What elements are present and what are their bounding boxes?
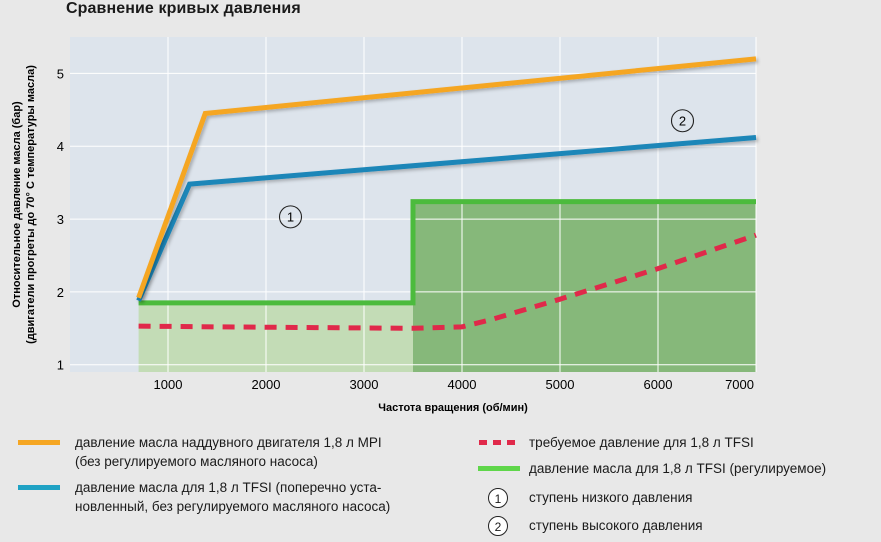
- x-tick-label: 7000: [725, 377, 754, 392]
- page-title: Сравнение кривых давления: [66, 0, 301, 17]
- legend-mpi-line2: (без регулируемого масляного насоса): [75, 454, 318, 469]
- y-tick-label: 3: [57, 212, 64, 227]
- legend-swatch-red-dashed: [479, 440, 519, 445]
- x-tick-label: 3000: [350, 377, 379, 392]
- x-tick-label: 6000: [644, 377, 673, 392]
- high-stage-fill: [413, 201, 756, 372]
- stage-marker-1: 1: [278, 205, 303, 229]
- stage-marker-circle: [670, 109, 695, 133]
- stage1-marker-icon: 1: [488, 488, 508, 508]
- legend-swatch-orange: [18, 440, 60, 445]
- legend-regulated-text: давление масла для 1,8 л TFSI (регулируе…: [529, 461, 827, 476]
- legend-transverse-line1: давление масла для 1,8 л TFSI (поперечно…: [75, 480, 382, 495]
- series-line-tfsi_transverse: [136, 135, 757, 302]
- grid-lines: [70, 37, 757, 372]
- legend-stage1-text: ступень низкого давления: [529, 490, 693, 505]
- series-line-mpi: [136, 56, 757, 299]
- legend-swatch-green: [478, 466, 520, 471]
- stage2-marker-icon: 2: [488, 516, 508, 536]
- x-tick-label: 2000: [252, 377, 281, 392]
- y-tick-label: 1: [57, 358, 64, 373]
- x-tick-label: 4000: [448, 377, 477, 392]
- legend-mpi-line1: давление масла наддувного двигателя 1,8 …: [75, 435, 382, 450]
- stage-marker-label: 2: [679, 113, 686, 128]
- series-line-tfsi_regulated: [138, 199, 756, 306]
- series-line-tfsi_required: [138, 232, 757, 331]
- legend-stage2-text: ступень высокого давления: [529, 518, 703, 533]
- y-tick-label: 4: [57, 139, 64, 154]
- stage-marker-label: 1: [287, 209, 294, 224]
- low-stage-fill: [138, 302, 413, 372]
- pressure-chart: 1000 2000 3000 4000 5000 6000 7000 1 2 3 4 5 1 2 Ча…: [11, 37, 757, 414]
- x-tick-label: 5000: [546, 377, 575, 392]
- legend-required-text: требуемое давление для 1,8 л TFSI: [529, 435, 754, 450]
- y-tick-label: 5: [57, 66, 64, 81]
- legend-swatch-blue: [18, 485, 60, 490]
- y-axis-title-line2: (двигатели прогреты до 70° С температуры…: [25, 65, 37, 344]
- y-axis-title-line1: Относительное давление масла (бар): [11, 101, 23, 308]
- y-tick-label: 2: [57, 285, 64, 300]
- x-tick-label: 1000: [154, 377, 183, 392]
- legend-transverse-line2: новленный, без регулируемого масляного н…: [75, 499, 391, 514]
- stage-marker-circle: [278, 205, 303, 229]
- x-axis-title: Частота вращения (об/мин): [378, 402, 528, 414]
- stage-marker-2: 2: [670, 109, 695, 133]
